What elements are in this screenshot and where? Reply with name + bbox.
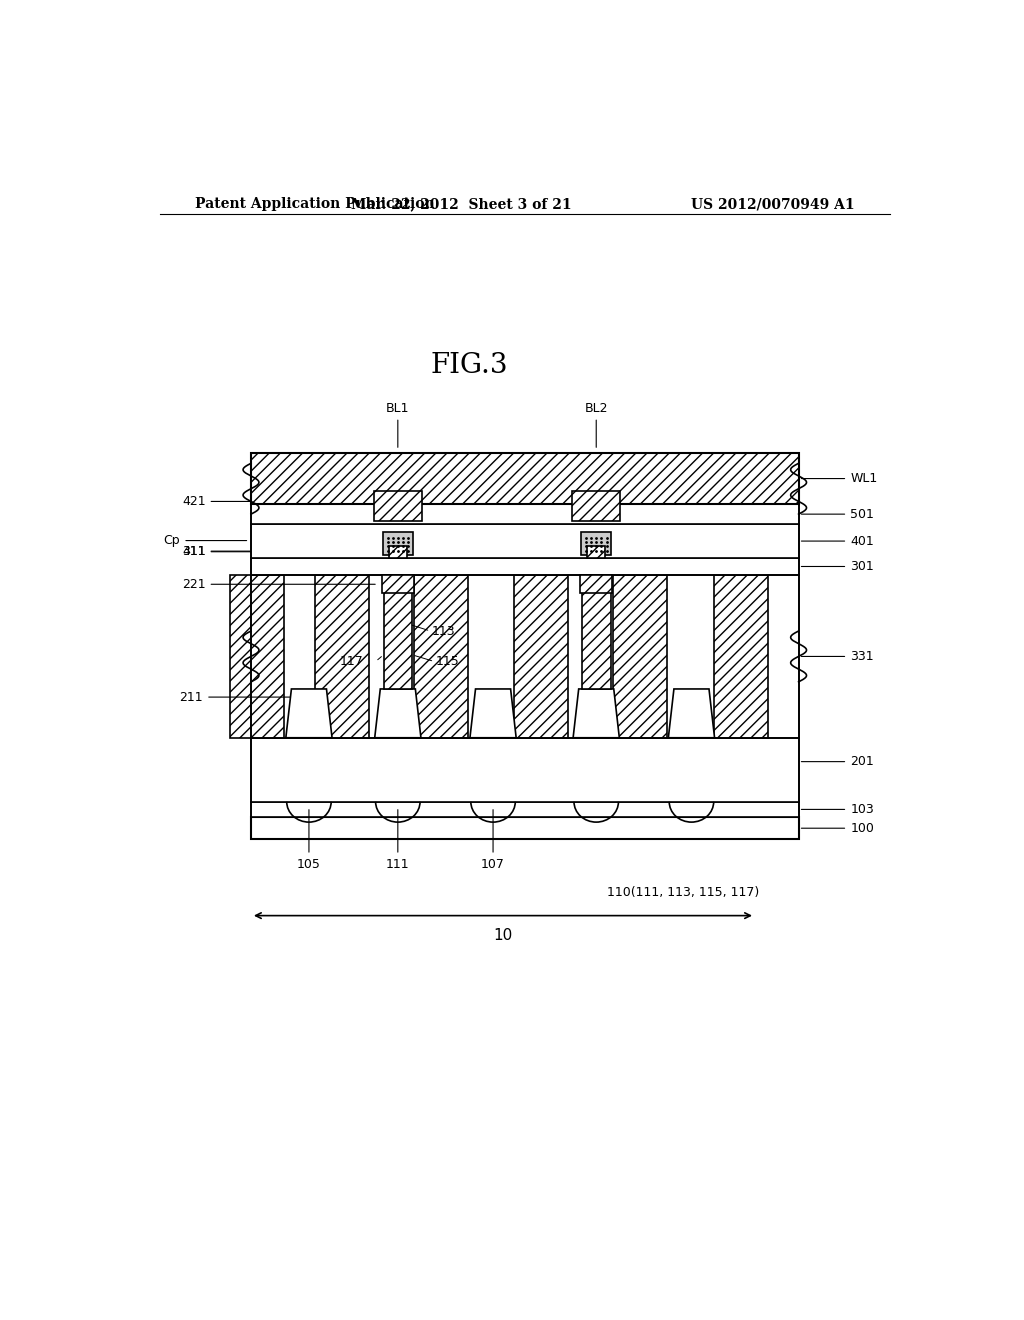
Bar — [514, 576, 567, 738]
Text: 501: 501 — [802, 508, 874, 520]
Text: 111: 111 — [386, 809, 410, 871]
Text: BL2: BL2 — [585, 401, 608, 447]
Text: 115: 115 — [436, 655, 460, 668]
Text: 421: 421 — [182, 495, 368, 508]
Bar — [415, 576, 468, 738]
Text: 113: 113 — [432, 624, 456, 638]
Bar — [251, 558, 799, 576]
Text: 117: 117 — [340, 655, 364, 668]
Polygon shape — [573, 689, 620, 738]
Text: BL1: BL1 — [386, 401, 410, 447]
Text: 221: 221 — [182, 578, 375, 591]
Bar — [383, 532, 413, 554]
Bar — [251, 524, 799, 558]
Polygon shape — [375, 689, 421, 738]
Text: 401: 401 — [802, 535, 873, 548]
Text: WL1: WL1 — [802, 473, 878, 484]
Text: 211: 211 — [179, 690, 298, 704]
Bar — [251, 504, 799, 524]
Bar — [715, 576, 768, 738]
Bar — [588, 545, 605, 558]
Text: 103: 103 — [802, 803, 873, 816]
Text: 201: 201 — [802, 755, 873, 768]
Text: Cp: Cp — [164, 535, 247, 546]
Polygon shape — [669, 689, 715, 738]
Text: 100: 100 — [802, 822, 874, 834]
Bar — [251, 576, 799, 738]
Text: 10: 10 — [494, 928, 513, 942]
Text: 311: 311 — [182, 545, 382, 558]
Bar — [251, 738, 799, 801]
Bar — [613, 576, 667, 738]
Bar — [382, 576, 414, 594]
Bar — [389, 545, 407, 558]
Text: Mar. 22, 2012  Sheet 3 of 21: Mar. 22, 2012 Sheet 3 of 21 — [351, 197, 571, 211]
Text: Patent Application Publication: Patent Application Publication — [196, 197, 435, 211]
Polygon shape — [286, 689, 332, 738]
Bar — [572, 491, 620, 521]
Text: FIG.3: FIG.3 — [430, 351, 508, 379]
Bar — [582, 576, 610, 689]
Bar — [230, 576, 285, 738]
Text: 105: 105 — [297, 809, 321, 871]
Text: 301: 301 — [802, 560, 873, 573]
Polygon shape — [470, 689, 516, 738]
Text: 110(111, 113, 115, 117): 110(111, 113, 115, 117) — [606, 886, 759, 899]
Bar — [374, 491, 422, 521]
Text: 331: 331 — [802, 649, 873, 663]
Bar — [251, 453, 799, 504]
Bar — [251, 817, 799, 840]
Bar — [315, 576, 370, 738]
Bar — [251, 801, 799, 817]
Text: 107: 107 — [481, 809, 505, 871]
Text: US 2012/0070949 A1: US 2012/0070949 A1 — [690, 197, 854, 211]
Bar — [384, 576, 412, 689]
Bar — [582, 532, 611, 554]
Text: 411: 411 — [182, 545, 376, 557]
Bar — [581, 576, 612, 594]
